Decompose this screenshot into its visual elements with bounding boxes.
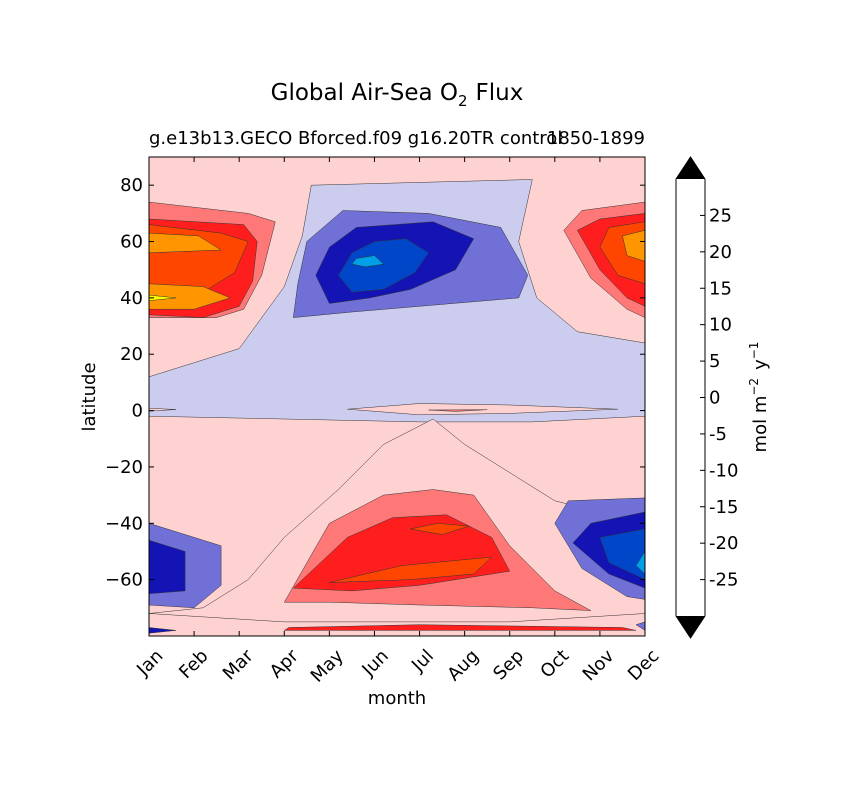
colorbar-tick-label: -10 (709, 460, 738, 481)
colorbar-tick-label: 10 (709, 315, 732, 336)
y-tick-label: −40 (105, 513, 143, 534)
colorbar-label-exp2: −1 (747, 342, 761, 360)
colorbar-tick-label: 15 (709, 278, 732, 299)
y-tick-label: 0 (132, 401, 143, 422)
contour-region-21 (149, 539, 186, 594)
plot-frame (148, 156, 646, 637)
contour-regions (149, 179, 645, 634)
y-axis-label: latitude (79, 362, 100, 431)
colorbar-tick-label: 5 (709, 351, 720, 372)
colorbar-tick-label: -25 (709, 570, 738, 591)
contour-region-24 (599, 528, 645, 580)
contour-region-4 (351, 255, 384, 268)
contour-region-28 (428, 409, 488, 412)
colorbar-extend-max (676, 157, 705, 179)
contour-region-8 (149, 232, 222, 254)
chart-subtitle-right: 1850-1899 (547, 128, 645, 149)
colorbar-label-exp1: −2 (747, 378, 761, 396)
contour-region-27 (149, 408, 177, 412)
chart-title-subscript: 2 (458, 92, 468, 110)
contour-region-9 (149, 283, 231, 310)
contour-region-30 (149, 627, 177, 634)
contour-region-25 (635, 551, 645, 575)
contour-region-19 (410, 523, 470, 535)
colorbar-label: mol m−2 y−1 (747, 342, 771, 453)
plot-area: Jan Feb Mar Apr May Jun Jul Aug Sep Oct Nov Dec −60… (105, 156, 663, 687)
colorbar-frame (675, 156, 706, 639)
chart-subtitle-left: g.e13b13.GECO Bforced.f09 g16.20TR contr… (149, 128, 562, 149)
chart-title: Global Air-Sea O2 Flux (271, 80, 524, 110)
colorbar-tick-label: 25 (709, 205, 732, 226)
colorbar-extend-min (676, 616, 705, 638)
contour-region-10 (149, 294, 177, 301)
contour-region-29 (284, 624, 637, 631)
colorbar-label-unit: mol m (750, 396, 771, 453)
chart-title-suffix: Flux (476, 80, 524, 106)
colorbar-label-mid: y (750, 359, 771, 370)
colorbar-tick-label: 20 (709, 242, 732, 263)
colorbar-tick-label: -20 (709, 533, 738, 554)
y-tick-label: 60 (120, 232, 143, 253)
x-axis-label: month (368, 688, 426, 709)
y-tick-label: 40 (120, 288, 143, 309)
contour-region-14 (622, 230, 645, 262)
y-tick-label: 20 (120, 344, 143, 365)
colorbar-tick-label: -5 (709, 424, 727, 445)
y-tick-label: −60 (105, 570, 143, 591)
chart-title-main: Global Air-Sea O (271, 80, 458, 106)
contour-region-26 (347, 403, 619, 416)
colorbar-tick-label: -15 (709, 497, 738, 518)
y-tick-label: 80 (120, 175, 143, 196)
contour-region-3 (338, 238, 429, 293)
contour-region-31 (635, 621, 645, 631)
y-axis-ticks: −60 −40 −20 0 20 40 60 80 (105, 175, 645, 591)
y-tick-label: −20 (105, 457, 143, 478)
colorbar: -25 -20 -15 -10 -5 0 5 10 15 20 25 (675, 156, 738, 639)
contour-region-18 (329, 556, 492, 583)
colorbar-tick-label: 0 (709, 388, 720, 409)
